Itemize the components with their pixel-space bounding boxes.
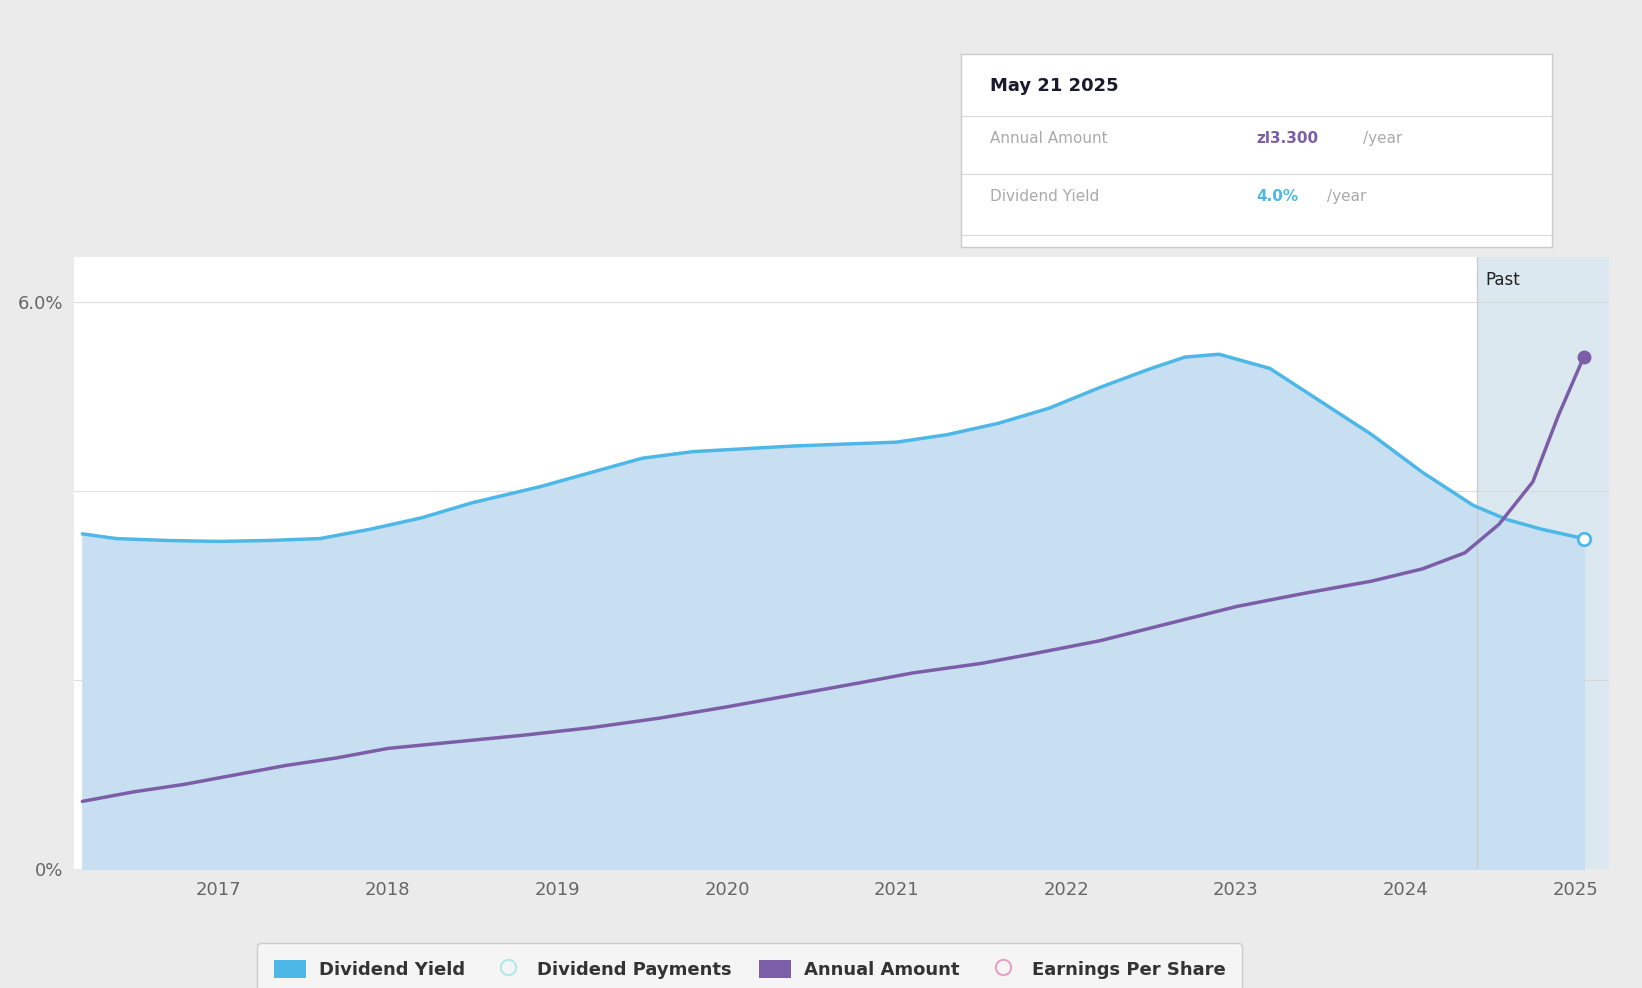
Text: May 21 2025: May 21 2025 bbox=[990, 77, 1118, 96]
Bar bbox=[1476, 257, 1626, 869]
Text: zl3.300: zl3.300 bbox=[1256, 131, 1319, 146]
Text: Past: Past bbox=[1486, 271, 1520, 288]
Text: /year: /year bbox=[1363, 131, 1402, 146]
Text: /year: /year bbox=[1327, 190, 1366, 205]
Text: 4.0%: 4.0% bbox=[1256, 190, 1299, 205]
Text: Dividend Yield: Dividend Yield bbox=[990, 190, 1100, 205]
Legend: Dividend Yield, Dividend Payments, Annual Amount, Earnings Per Share: Dividend Yield, Dividend Payments, Annua… bbox=[258, 944, 1241, 988]
Text: Annual Amount: Annual Amount bbox=[990, 131, 1108, 146]
